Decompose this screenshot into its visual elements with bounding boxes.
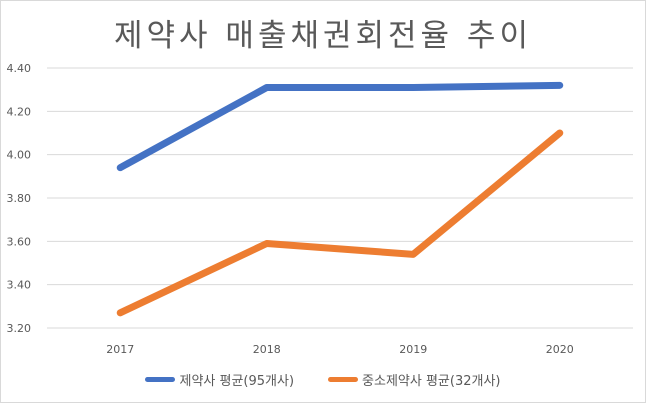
y-tick-label: 3.60 (7, 235, 32, 248)
y-tick-label: 4.20 (7, 105, 32, 118)
legend-item-series-1: 제약사 평균(95개사) (145, 370, 294, 389)
y-tick-label: 3.20 (7, 322, 32, 335)
x-tick-label: 2019 (399, 343, 427, 356)
legend-swatch-series-2 (328, 377, 359, 382)
y-tick-label: 4.40 (7, 62, 32, 75)
legend-item-series-2: 중소제약사 평균(32개사) (328, 370, 501, 389)
series-line-1 (116, 81, 564, 172)
series-line-2 (116, 129, 564, 317)
legend-label-series-2: 중소제약사 평균(32개사) (362, 374, 501, 389)
legend: 제약사 평균(95개사) 중소제약사 평균(32개사) (0, 370, 646, 389)
x-tick-label: 2018 (253, 343, 281, 356)
y-tick-label: 3.40 (7, 279, 32, 292)
x-tick-label: 2017 (106, 343, 134, 356)
chart-title: 제약사 매출채권회전율 추이 (114, 18, 532, 54)
x-tick-label: 2020 (546, 343, 574, 356)
legend-label-series-1: 제약사 평균(95개사) (179, 374, 295, 389)
y-tick-label: 3.80 (7, 192, 32, 205)
y-tick-label: 4.00 (7, 149, 32, 162)
legend-swatch-series-1 (145, 377, 176, 382)
